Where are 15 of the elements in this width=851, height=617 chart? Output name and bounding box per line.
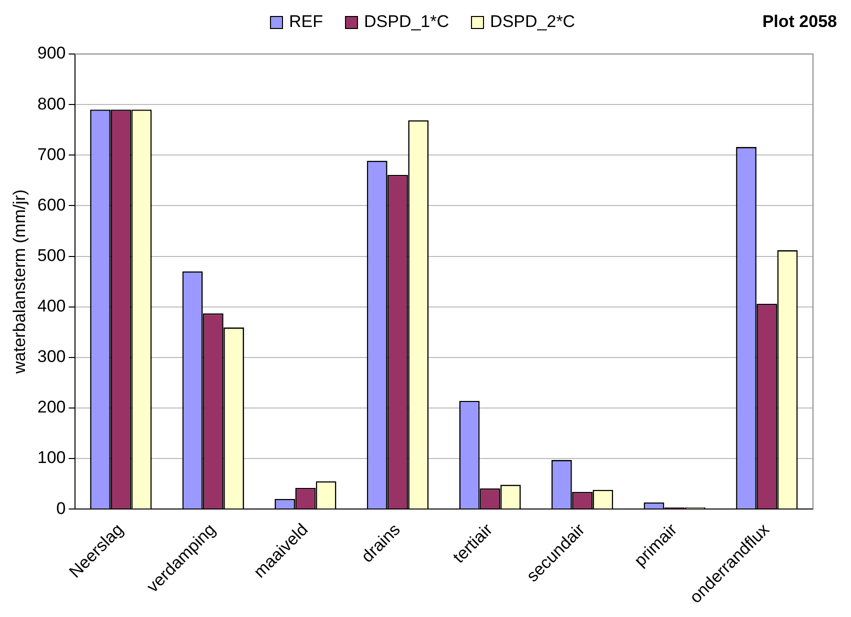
y-tick-label: 600	[37, 195, 66, 214]
y-tick-label: 200	[37, 398, 66, 417]
legend-label: DSPD_1*C	[364, 12, 450, 32]
chart-title: Plot 2058	[762, 12, 837, 32]
y-tick-label: 0	[56, 498, 66, 518]
legend-label: REF	[289, 12, 323, 32]
y-tick-label: 500	[37, 246, 66, 265]
y-tick-label: 800	[37, 94, 66, 114]
y-tick-label: 100	[37, 448, 66, 468]
y-axis-title: waterbalansterm (mm/jr)	[10, 189, 29, 375]
y-tick-label: 700	[37, 144, 66, 164]
y-tick-label: 400	[37, 296, 66, 316]
y-tick-label: 300	[37, 347, 66, 366]
legend-label: DSPD_2*C	[490, 12, 576, 32]
y-tick-label: 900	[37, 44, 66, 63]
